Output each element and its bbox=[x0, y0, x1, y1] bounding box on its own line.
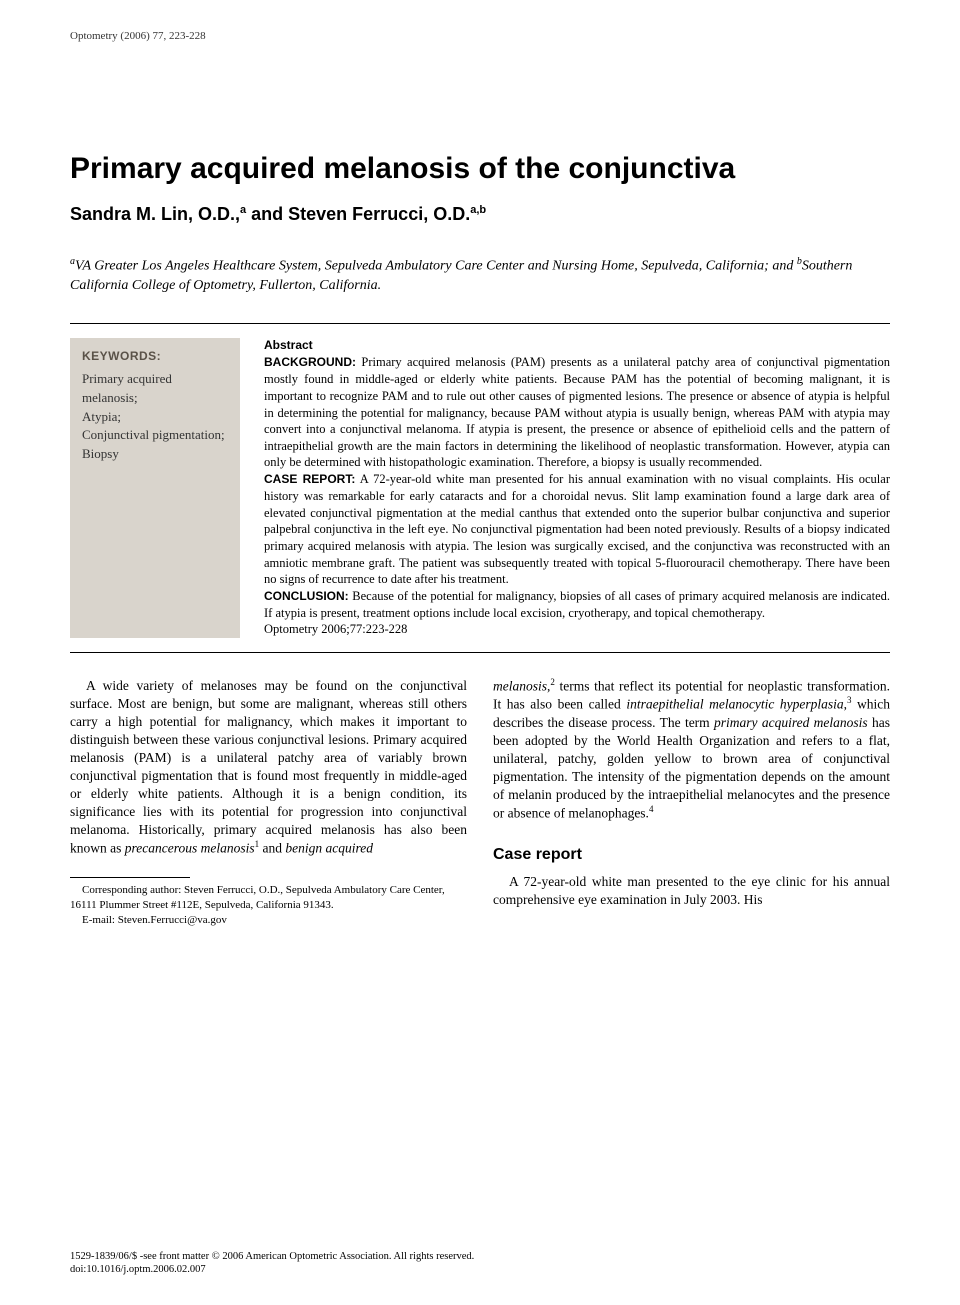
keywords-label: KEYWORDS: bbox=[82, 348, 228, 365]
abstract-case: CASE REPORT: A 72-year-old white man pre… bbox=[264, 471, 890, 588]
article-title: Primary acquired melanosis of the conjun… bbox=[70, 152, 890, 186]
keyword-item: Primary acquired melanosis; bbox=[82, 370, 228, 408]
keywords-list: Primary acquired melanosis; Atypia; Conj… bbox=[82, 370, 228, 464]
keyword-item: Biopsy bbox=[82, 445, 228, 464]
abstract-heading: Abstract bbox=[264, 338, 890, 354]
body-para-3: A 72-year-old white man presented to the… bbox=[493, 873, 890, 909]
keywords-box: KEYWORDS: Primary acquired melanosis; At… bbox=[70, 338, 240, 638]
conclusion-label: CONCLUSION: bbox=[264, 589, 349, 603]
footnote-separator bbox=[70, 877, 190, 878]
body-para-2: melanosis,2 terms that reflect its poten… bbox=[493, 677, 890, 822]
footnote-line-2: E-mail: Steven.Ferrucci@va.gov bbox=[70, 913, 467, 928]
footer-doi: doi:10.1016/j.optm.2006.02.007 bbox=[70, 1263, 890, 1277]
footnote-line-1: Corresponding author: Steven Ferrucci, O… bbox=[70, 883, 467, 913]
abstract-content: Abstract BACKGROUND: Primary acquired me… bbox=[264, 338, 890, 638]
footer-copyright: 1529-1839/06/$ -see front matter © 2006 … bbox=[70, 1250, 890, 1264]
conclusion-text: Because of the potential for malignancy,… bbox=[264, 589, 890, 620]
abstract-background: BACKGROUND: Primary acquired melanosis (… bbox=[264, 354, 890, 471]
abstract-citation: Optometry 2006;77:223-228 bbox=[264, 621, 890, 638]
affiliations: aVA Greater Los Angeles Healthcare Syste… bbox=[70, 255, 890, 295]
background-text: Primary acquired melanosis (PAM) present… bbox=[264, 355, 890, 469]
column-right: melanosis,2 terms that reflect its poten… bbox=[493, 677, 890, 928]
body-columns: A wide variety of melanoses may be found… bbox=[70, 677, 890, 928]
keyword-item: Atypia; bbox=[82, 408, 228, 427]
abstract-block: KEYWORDS: Primary acquired melanosis; At… bbox=[70, 323, 890, 653]
case-text: A 72-year-old white man presented for hi… bbox=[264, 472, 890, 586]
journal-header: Optometry (2006) 77, 223-228 bbox=[70, 30, 890, 42]
keyword-item: Conjunctival pigmentation; bbox=[82, 426, 228, 445]
case-label: CASE REPORT: bbox=[264, 472, 355, 486]
page-footer: 1529-1839/06/$ -see front matter © 2006 … bbox=[70, 1250, 890, 1277]
authors: Sandra M. Lin, O.D.,a and Steven Ferrucc… bbox=[70, 204, 890, 225]
body-para-1: A wide variety of melanoses may be found… bbox=[70, 677, 467, 857]
background-label: BACKGROUND: bbox=[264, 355, 356, 369]
abstract-conclusion: CONCLUSION: Because of the potential for… bbox=[264, 588, 890, 622]
case-report-heading: Case report bbox=[493, 844, 890, 865]
column-left: A wide variety of melanoses may be found… bbox=[70, 677, 467, 928]
corresponding-author-footnote: Corresponding author: Steven Ferrucci, O… bbox=[70, 883, 467, 928]
